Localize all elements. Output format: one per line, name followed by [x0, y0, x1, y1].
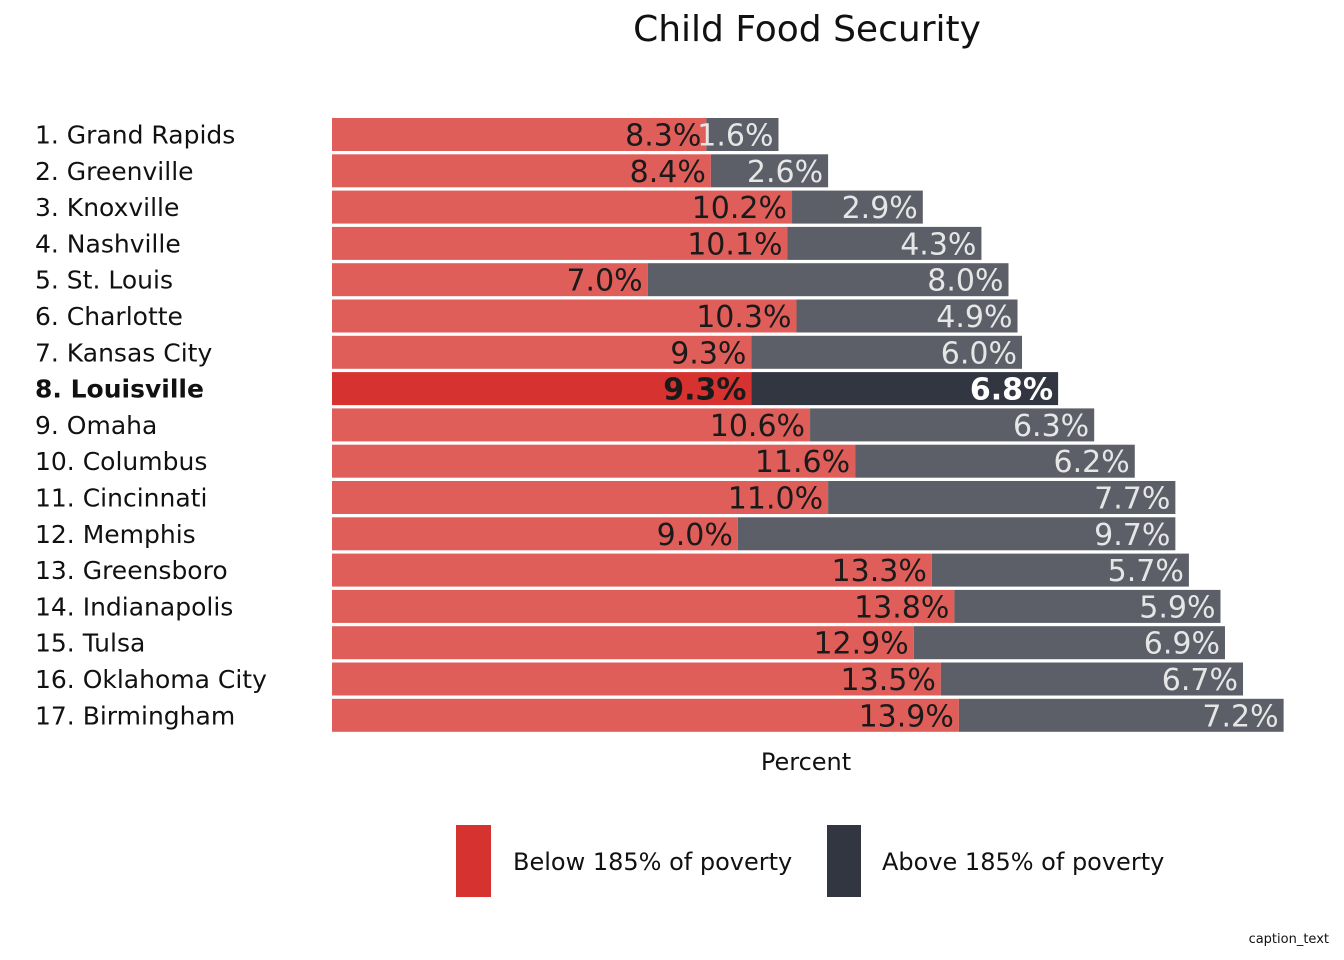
- category-label: 10. Columbus: [35, 447, 207, 476]
- bar-above-185: [913, 626, 1225, 660]
- value-label-below: 10.6%: [710, 409, 805, 444]
- bar-above-185: [931, 553, 1189, 587]
- category-label: 5. St. Louis: [35, 266, 173, 295]
- category-label: 15. Tulsa: [35, 629, 145, 658]
- bar-above-185: [810, 408, 1095, 442]
- bar-below-185: [332, 481, 829, 514]
- value-label-below: 10.3%: [696, 300, 791, 335]
- value-label-below: 11.0%: [728, 482, 823, 517]
- value-label-above: 1.6%: [697, 119, 773, 154]
- legend-swatch-above: [827, 825, 861, 897]
- legend-label-above: Above 185% of poverty: [882, 848, 1164, 876]
- bar-below-185: [332, 226, 788, 260]
- value-label-above: 5.7%: [1108, 554, 1184, 589]
- value-label-below: 13.8%: [854, 590, 949, 625]
- category-label: 12. Memphis: [35, 520, 196, 549]
- legend: Below 185% of poverty Above 185% of pove…: [456, 825, 1164, 897]
- value-label-above: 4.3%: [900, 227, 976, 262]
- bar-below-185: [332, 335, 752, 369]
- value-label-below: 9.3%: [663, 373, 746, 408]
- category-label: 6. Charlotte: [35, 302, 183, 331]
- category-label: 13. Greensboro: [35, 556, 228, 585]
- value-label-below: 13.3%: [832, 554, 927, 589]
- category-label: 7. Kansas City: [35, 338, 212, 367]
- category-label: 14. Indianapolis: [35, 592, 233, 621]
- value-label-above: 6.2%: [1054, 445, 1130, 480]
- value-label-above: 9.7%: [1094, 518, 1170, 553]
- caption: caption_text: [1249, 932, 1329, 947]
- category-label: 11. Cincinnati: [35, 484, 207, 513]
- category-label: 17. Birmingham: [35, 701, 235, 730]
- value-label-below: 11.6%: [755, 445, 850, 480]
- value-label-below: 8.3%: [625, 119, 701, 154]
- value-label-below: 13.9%: [859, 699, 954, 734]
- bar-below-185: [332, 444, 856, 478]
- bar-above-185: [958, 698, 1284, 732]
- category-label: 2. Greenville: [35, 157, 194, 186]
- bar-above-185: [737, 517, 1176, 551]
- value-label-above: 5.9%: [1139, 590, 1215, 625]
- bar-above-185: [828, 481, 1176, 514]
- value-label-below: 10.2%: [692, 191, 787, 226]
- bar-below-185: [332, 190, 793, 224]
- bar-above-185: [706, 118, 779, 151]
- bar-below-185: [332, 408, 811, 442]
- bar-above-185: [855, 444, 1135, 478]
- legend-swatch-below: [456, 825, 491, 897]
- bar-below-185: [332, 517, 738, 551]
- bar-below-185: [332, 372, 752, 406]
- value-label-above: 2.9%: [842, 191, 918, 226]
- bar-below-185: [332, 263, 648, 297]
- bar-below-185: [332, 662, 941, 696]
- value-label-above: 6.9%: [1144, 627, 1220, 662]
- bar-above-185: [751, 372, 1059, 406]
- bar-below-185: [332, 626, 914, 660]
- category-label: 8. Louisville: [35, 375, 204, 404]
- value-label-below: 9.0%: [657, 518, 733, 553]
- category-label: 4. Nashville: [35, 229, 181, 258]
- category-label: 3. Knoxville: [35, 193, 179, 222]
- value-label-above: 2.6%: [747, 155, 823, 190]
- value-label-above: 4.9%: [936, 300, 1012, 335]
- value-label-above: 7.2%: [1202, 699, 1278, 734]
- bar-below-185: [332, 299, 797, 333]
- bars-layer: 8.3%1.6%8.4% 2.6%10.2% 2.9% 10.1% 4.3% 7.0% 8.…: [332, 118, 1284, 734]
- category-label: 16. Oklahoma City: [35, 665, 267, 694]
- bar-above-185: [940, 662, 1244, 696]
- bar-above-185: [796, 299, 1018, 333]
- category-label: 1. Grand Rapids: [35, 121, 235, 150]
- value-label-below: 7.0%: [566, 264, 642, 299]
- bar-above-185: [751, 335, 1023, 369]
- legend-label-below: Below 185% of poverty: [513, 848, 792, 876]
- value-label-below: 10.1%: [687, 227, 782, 262]
- bar-below-185: [332, 118, 707, 151]
- value-label-above: 8.0%: [927, 264, 1003, 299]
- bar-above-185: [787, 226, 982, 260]
- bar-above-185: [954, 589, 1221, 623]
- bar-below-185: [332, 553, 932, 587]
- value-label-above: 7.7%: [1094, 482, 1170, 517]
- value-label-above: 6.0%: [941, 336, 1017, 371]
- category-label: 9. Omaha: [35, 411, 157, 440]
- value-label-below: 8.4%: [630, 155, 706, 190]
- value-label-above: 6.7%: [1162, 663, 1238, 698]
- bar-below-185: [332, 589, 955, 623]
- bar-below-185: [332, 154, 711, 188]
- bar-above-185: [792, 190, 923, 224]
- chart-title: Child Food Security: [633, 9, 981, 50]
- value-label-below: 9.3%: [670, 336, 746, 371]
- x-axis-label: Percent: [761, 748, 851, 776]
- bar-above-185: [710, 154, 829, 188]
- value-label-above: 6.3%: [1013, 409, 1089, 444]
- bar-above-185: [647, 263, 1009, 297]
- category-labels: 1. Grand Rapids 2. Greenville 3. Knoxville…: [35, 121, 267, 731]
- value-label-above: 6.8%: [970, 373, 1053, 408]
- bar-below-185: [332, 698, 959, 732]
- value-label-below: 13.5%: [841, 663, 936, 698]
- value-label-below: 12.9%: [813, 627, 908, 662]
